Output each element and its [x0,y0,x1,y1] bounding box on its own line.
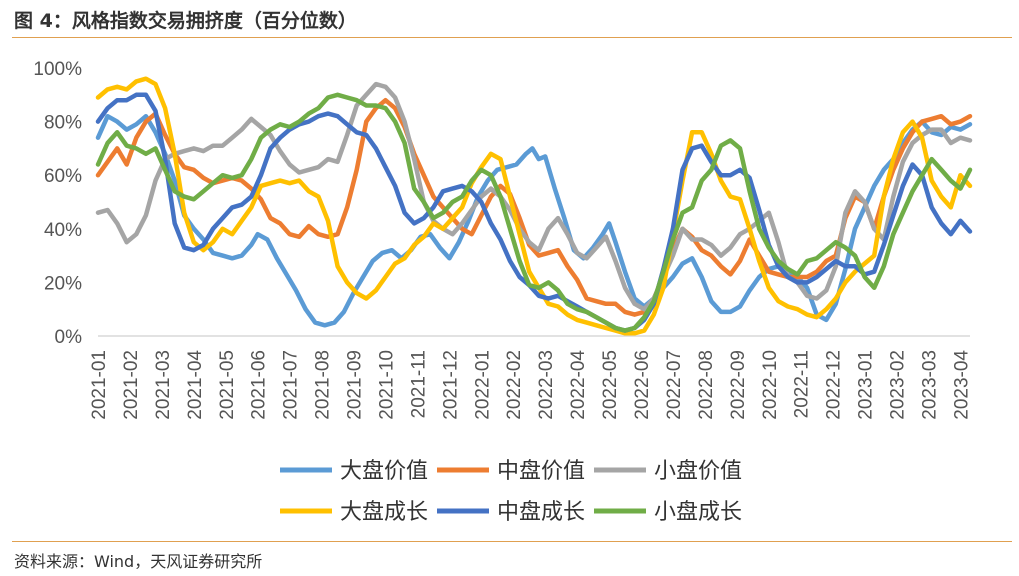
legend-label: 中盘成长 [497,500,585,525]
x-tick-label: 2021-11 [408,350,429,418]
x-tick-label: 2021-04 [185,350,206,420]
y-tick-label: 100% [33,59,82,80]
legend-label: 中盘价值 [497,459,585,484]
x-tick-label: 2021-12 [440,350,461,420]
x-tick-label: 2022-08 [696,350,717,420]
series-line-4 [95,76,973,336]
y-tick-label: 40% [44,220,82,241]
x-tick-label: 2022-10 [760,350,781,420]
legend-label: 大盘成长 [340,500,428,525]
y-tick-label: 60% [44,166,82,187]
y-tick-label: 0% [55,327,83,348]
x-tick-label: 2021-02 [121,350,142,420]
x-tick-label: 2022-12 [824,350,845,420]
x-tick-label: 2022-04 [568,350,589,420]
series-line-1 [95,113,973,328]
legend-label: 大盘价值 [340,459,428,484]
x-tick-label: 2022-02 [504,350,525,420]
x-tick-label: 2021-06 [249,350,270,420]
y-tick-label: 80% [44,113,82,134]
x-tick-label: 2022-11 [792,350,813,418]
x-tick-label: 2021-05 [217,350,238,420]
title-rule [12,37,1012,38]
series-line-6 [95,92,973,333]
x-tick-label: 2022-03 [536,350,557,420]
source-rule [12,541,1012,542]
chart-axes: 0% 20% 40% 60% 80% 100% 2021-01 2021-02 2021-03 2… [33,59,972,420]
x-tick-label: 2023-02 [888,350,909,420]
chart-series [95,76,973,336]
x-tick-label: 2022-07 [664,350,685,420]
x-tick-label: 2021-03 [153,350,174,420]
x-tick-label: 2021-10 [376,350,397,420]
x-tick-label: 2021-09 [345,350,366,420]
legend-label: 小盘价值 [654,459,742,484]
x-tick-label: 2022-09 [728,350,749,420]
x-tick-label: 2021-01 [89,350,110,420]
x-tick-label: 2022-06 [632,350,653,420]
legend-label: 小盘成长 [654,500,742,525]
x-tick-label: 2023-03 [919,350,940,420]
figure-title: 图 4：风格指数交易拥挤度（百分位数） [14,10,357,32]
x-tick-label: 2021-08 [313,350,334,420]
y-tick-label: 20% [44,273,82,294]
x-tick-label: 2023-04 [951,350,972,420]
x-tick-label: 2022-05 [600,350,621,420]
x-tick-label: 2022-01 [472,350,493,420]
source-note: 资料来源：Wind，天风证券研究所 [14,552,263,571]
series-line-2 [95,97,973,317]
series-line-5 [95,92,973,333]
series-line-3 [95,81,973,312]
x-tick-label: 2021-07 [281,350,302,420]
x-tick-label: 2023-01 [856,350,877,420]
